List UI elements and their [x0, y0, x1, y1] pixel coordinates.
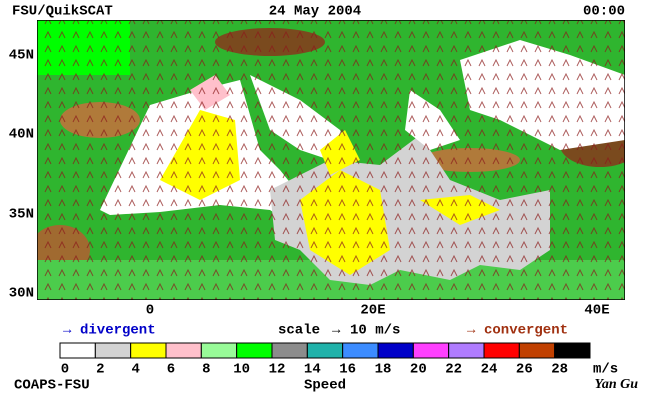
convergent-arrow: →: [467, 323, 476, 339]
colorbar-swatch: [165, 342, 202, 359]
colorbar-swatch: [94, 342, 132, 359]
lat-label: 35N: [9, 207, 34, 223]
colorbar-label: 8: [202, 362, 210, 378]
colorbar-label: 22: [445, 362, 462, 378]
colorbar-swatch: [554, 342, 591, 359]
lat-label: 45N: [9, 48, 34, 64]
legend-divergent: divergent: [80, 323, 156, 339]
lon-label: 40E: [584, 303, 609, 319]
header-left: FSU/QuikSCAT: [12, 4, 113, 20]
colorbar-label: 16: [339, 362, 356, 378]
legend-scale: scale: [278, 323, 320, 339]
colorbar-label: 10: [233, 362, 250, 378]
colorbar-swatch: [377, 342, 414, 359]
colorbar-label: 2: [96, 362, 104, 378]
scale-arrow: →: [332, 323, 341, 339]
lat-label: 30N: [9, 286, 34, 302]
colorbar-swatch: [483, 342, 520, 359]
colorbar-unit: m/s: [593, 362, 618, 378]
header-time: 00:00: [583, 4, 625, 20]
colorbar-swatch: [448, 342, 485, 359]
lon-label: 0: [146, 303, 154, 319]
colorbar-label: 12: [269, 362, 286, 378]
legend-scale-value: 10 m/s: [350, 323, 400, 339]
legend-convergent: convergent: [484, 323, 568, 339]
colorbar-label: 26: [516, 362, 533, 378]
lat-label: 40N: [9, 127, 34, 143]
colorbar-swatch: [306, 342, 344, 359]
colorbar-label: 24: [481, 362, 498, 378]
divergent-arrow: →: [63, 323, 72, 339]
colorbar-swatch: [59, 342, 96, 359]
colorbar-label: 14: [304, 362, 321, 378]
colorbar-swatch: [236, 342, 273, 359]
colorbar-label: 18: [375, 362, 392, 378]
colorbar-swatch: [200, 342, 238, 359]
colorbar-label: 28: [551, 362, 568, 378]
colorbar-label: 4: [131, 362, 139, 378]
lon-label: 20E: [360, 303, 385, 319]
footer-left: COAPS-FSU: [14, 378, 90, 394]
colorbar-swatch: [412, 342, 450, 359]
footer-right: Yan Gu: [595, 377, 639, 392]
colorbar-swatch: [271, 342, 308, 359]
colorbar-label: 6: [167, 362, 175, 378]
colorbar-label: 0: [61, 362, 69, 378]
colorbar-title: Speed: [304, 378, 346, 394]
colorbar-swatch: [342, 342, 379, 359]
colorbar-swatch: [130, 342, 167, 359]
map: [37, 20, 625, 300]
colorbar-label: 20: [410, 362, 427, 378]
colorbar-swatch: [518, 342, 556, 359]
header-date: 24 May 2004: [269, 4, 361, 20]
